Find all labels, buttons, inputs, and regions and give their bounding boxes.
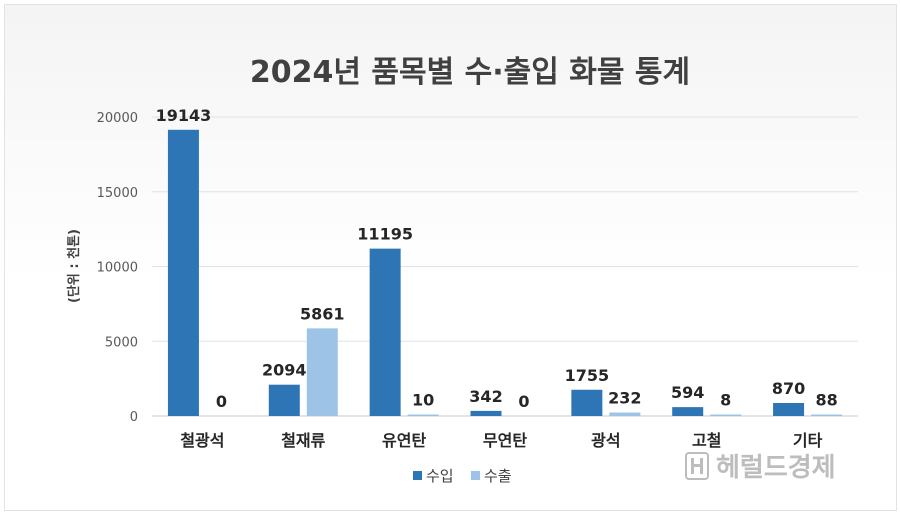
y-tick-label: 0 xyxy=(130,410,138,425)
y-tick-labels: 0 5000 10000 15000 20000 xyxy=(97,111,138,425)
y-tick-label: 5000 xyxy=(105,335,138,350)
data-label: 232 xyxy=(608,389,641,408)
chart-frame xyxy=(4,4,897,511)
y-tick-label: 20000 xyxy=(97,111,138,126)
watermark-logo-bar-right xyxy=(700,458,703,474)
y-axis-label: (단위 : 천톤) xyxy=(66,229,82,303)
legend-label: 수출 xyxy=(484,467,512,485)
x-tick-labels: 철광석 철재류 유연탄 무연탄 광석 고철 기타 xyxy=(180,431,822,450)
data-label: 11195 xyxy=(357,225,413,244)
legend-swatch xyxy=(471,471,480,480)
x-tick-label: 철재류 xyxy=(281,431,325,450)
bars xyxy=(167,129,843,417)
data-labels: 19143 0 2094 5861 11195 10 342 0 1755 232 594 8 870 8… xyxy=(156,106,838,411)
data-label: 0 xyxy=(518,392,529,411)
bar xyxy=(306,328,338,416)
bar xyxy=(710,414,742,416)
bar xyxy=(369,248,401,416)
chart-title: 2024년 품목별 수·출입 화물 통계 xyxy=(250,55,690,90)
legend-swatch xyxy=(413,471,422,480)
x-tick-label: 철광석 xyxy=(180,431,224,450)
legend: 수입 수출 xyxy=(413,467,512,485)
data-label: 1755 xyxy=(565,366,610,385)
x-tick-label: 무연탄 xyxy=(483,431,527,450)
bar xyxy=(571,389,603,416)
data-label: 2094 xyxy=(262,361,307,380)
x-tick-label: 기타 xyxy=(793,431,823,450)
y-tick-label: 15000 xyxy=(97,186,138,201)
data-label: 5861 xyxy=(300,304,345,323)
bar xyxy=(167,129,199,417)
watermark: 헤럴드경제 xyxy=(685,452,836,483)
data-label: 0 xyxy=(216,392,227,411)
data-label: 342 xyxy=(469,387,502,406)
bar xyxy=(811,414,843,416)
legend-label: 수입 xyxy=(426,467,454,485)
x-tick-label: 광석 xyxy=(591,431,620,450)
watermark-text: 헤럴드경제 xyxy=(716,453,836,483)
data-label: 88 xyxy=(815,391,837,410)
bar xyxy=(268,384,300,416)
y-tick-label: 10000 xyxy=(97,261,138,276)
data-label: 8 xyxy=(720,391,731,410)
gridlines xyxy=(152,116,858,417)
x-tick-label: 고철 xyxy=(692,431,721,450)
bar xyxy=(773,402,805,416)
data-label: 870 xyxy=(772,379,805,398)
data-label: 594 xyxy=(671,383,704,402)
data-label: 10 xyxy=(412,391,434,410)
watermark-logo-bar-mid xyxy=(694,464,700,467)
bar xyxy=(407,414,439,416)
watermark-logo-bar-left xyxy=(691,458,694,474)
data-label: 19143 xyxy=(156,106,212,125)
bar xyxy=(672,407,704,416)
bar xyxy=(609,412,641,416)
bar xyxy=(470,410,502,416)
x-tick-label: 유연탄 xyxy=(382,431,426,450)
watermark-logo-icon xyxy=(685,452,709,480)
